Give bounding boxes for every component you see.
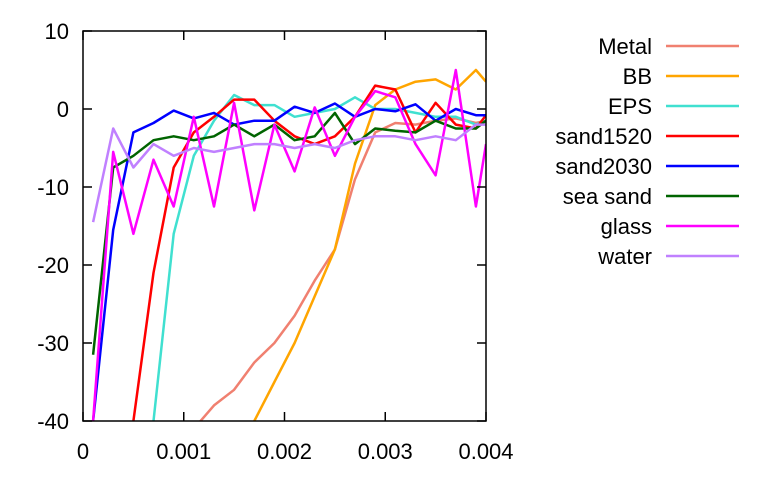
x-tick-label-0: 0 xyxy=(77,439,89,464)
x-tick-label-2: 0.002 xyxy=(257,439,312,464)
y-tick-label-4: -30 xyxy=(37,331,69,356)
axis-ticks: 0 0.001 0.002 0.003 0.004 10 0 -10 -20 -30 -40 xyxy=(37,19,513,464)
y-tick-label-5: -40 xyxy=(37,409,69,434)
x-tick-label-3: 0.003 xyxy=(358,439,413,464)
series-line-0 xyxy=(198,117,486,421)
legend-label-2: EPS xyxy=(608,94,652,119)
x-tick-label-4: 0.004 xyxy=(458,439,513,464)
y-tick-label-2: -10 xyxy=(37,175,69,200)
legend-label-0: Metal xyxy=(598,34,652,59)
y-tick-label-1: 0 xyxy=(57,97,69,122)
series-line-6 xyxy=(91,68,486,421)
legend-label-4: sand2030 xyxy=(555,154,652,179)
y-tick-label-0: 10 xyxy=(45,19,69,44)
series-line-2 xyxy=(152,93,486,421)
legend-label-1: BB xyxy=(623,64,652,89)
legend-label-5: sea sand xyxy=(563,184,652,209)
legend: Metal BB EPS sand1520 sand2030 sea sand glass w… xyxy=(555,34,739,269)
legend-label-6: glass xyxy=(601,214,652,239)
x-tick-label-1: 0.001 xyxy=(156,439,211,464)
series-layer xyxy=(91,68,486,421)
series-line-5 xyxy=(91,111,486,355)
series-line-7 xyxy=(91,123,486,223)
legend-label-3: sand1520 xyxy=(555,124,652,149)
series-line-4 xyxy=(91,102,486,421)
legend-label-7: water xyxy=(597,244,652,269)
series-line-1 xyxy=(253,68,486,421)
y-tick-label-3: -20 xyxy=(37,253,69,278)
